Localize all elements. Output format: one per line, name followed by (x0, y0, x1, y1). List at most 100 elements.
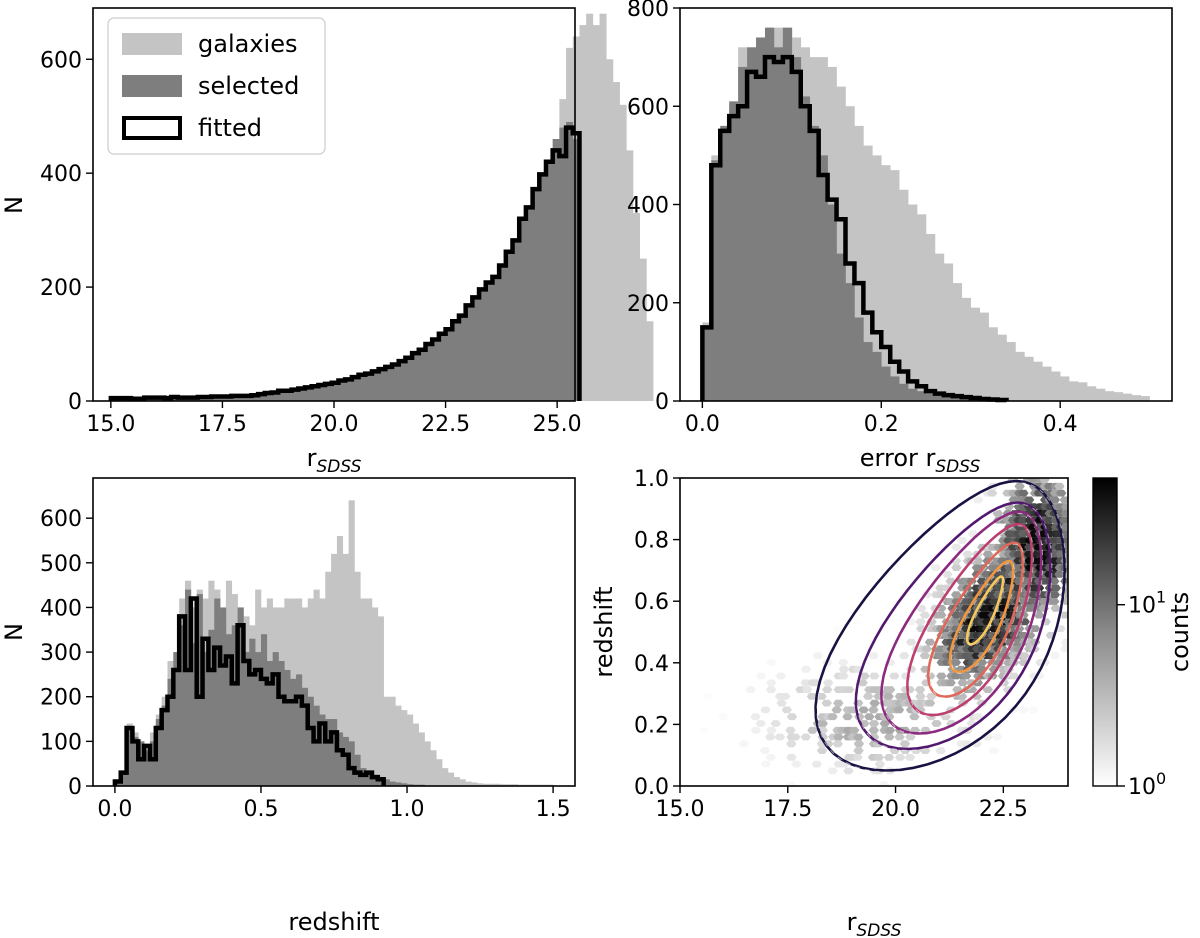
hexbin-cell (770, 720, 781, 727)
bar-galaxies (606, 59, 614, 402)
bar-selected (284, 390, 292, 401)
hexbin-cell (842, 713, 853, 721)
bar-selected (290, 678, 297, 786)
hexbin-cell (1039, 478, 1050, 483)
bar-galaxies (389, 696, 396, 786)
hexbin-cell (905, 733, 916, 741)
y-tick-label: 0.2 (634, 713, 669, 738)
bar-selected (729, 101, 739, 402)
bar-galaxies (1095, 388, 1106, 401)
bar-selected (854, 317, 864, 401)
bar-selected (405, 357, 413, 401)
hexbin-cell (786, 713, 798, 721)
bar-selected (720, 125, 730, 402)
hexbin-cell (756, 672, 767, 680)
bar-galaxies (872, 155, 882, 401)
hexbin-cell (816, 747, 828, 754)
bar-selected (255, 652, 262, 786)
hexbin-cell (936, 672, 947, 680)
hexbin-cell (1061, 638, 1068, 646)
hexbin-cell (807, 726, 818, 734)
bar-selected (202, 652, 209, 786)
bar-selected (331, 382, 339, 401)
bar-galaxies (477, 783, 484, 786)
hexbin-cell (843, 686, 855, 693)
bar-selected (371, 371, 379, 401)
bar-galaxies (899, 189, 909, 401)
bar-galaxies (1140, 396, 1150, 401)
hexbin-cell (919, 652, 931, 660)
bar-selected (809, 125, 819, 402)
bar-selected (371, 774, 379, 786)
bar-selected (881, 366, 891, 401)
colorbar: 100 101 counts (1092, 477, 1194, 800)
contour-level-6 (948, 559, 1015, 674)
hexbin-cell (795, 686, 806, 693)
bar-galaxies (863, 145, 873, 401)
y-tick-label: 200 (40, 686, 82, 711)
hexbin-cell (895, 754, 906, 761)
hexbin-cell (847, 706, 858, 714)
x-tick-label: 1.0 (390, 797, 425, 822)
bar-galaxies (917, 214, 927, 401)
y-tick-label: 0.8 (634, 529, 669, 554)
x-tick-label: 20.0 (871, 797, 920, 822)
hexbin-cell (832, 625, 844, 632)
bar-galaxies (934, 253, 945, 401)
series-fitted-step (700, 54, 1009, 403)
hexbin-cell (760, 760, 772, 768)
bar-selected (452, 321, 460, 401)
bar-selected (872, 351, 882, 401)
x-tick-label: 0.0 (685, 412, 720, 437)
x-tick-label: 15.0 (656, 797, 705, 822)
series-fitted-step (108, 125, 582, 401)
contour-level-4-dashed (908, 525, 1034, 718)
hexbin-cell (823, 679, 834, 687)
contour-level-6-dashed (951, 562, 1016, 675)
hexbin-cell (1049, 652, 1061, 660)
hexbin-cell (843, 767, 854, 775)
y-tick-label: 500 (40, 552, 82, 577)
bar-galaxies (331, 553, 338, 786)
bar-galaxies (961, 297, 972, 401)
y-tick-label: 800 (627, 0, 669, 22)
hexbin-cell (950, 659, 961, 666)
bar-galaxies (430, 750, 437, 786)
hexbin-cell (1060, 645, 1068, 653)
hexbin-cell (951, 591, 962, 599)
bar-galaxies (506, 784, 513, 786)
contour-level-2 (854, 501, 1052, 751)
bar-galaxies (908, 204, 918, 401)
bar-galaxies (1113, 392, 1124, 401)
bar-galaxies (348, 500, 355, 786)
bar-selected (211, 396, 219, 401)
hexbin-cell (1054, 482, 1065, 490)
bar-selected (155, 719, 162, 786)
x-tick-label: 17.5 (763, 797, 812, 822)
hexbin-cell (884, 733, 895, 741)
hexbin-cell (800, 733, 811, 741)
hexbin-cell (853, 733, 864, 741)
hexbin-cell (858, 706, 869, 714)
bar-selected (220, 607, 227, 786)
bar-selected (185, 589, 192, 786)
bar-galaxies (599, 13, 607, 402)
bar-galaxies (500, 784, 507, 786)
bar-galaxies (366, 598, 373, 786)
bar-galaxies (307, 598, 314, 786)
hexbin-cell (1060, 523, 1068, 531)
bar-galaxies (436, 759, 443, 786)
bar-selected (389, 781, 396, 786)
hexbin-cell (800, 665, 812, 673)
hexbin-cell (894, 733, 905, 741)
bar-selected (271, 392, 279, 401)
hexbin-cell (1007, 543, 1019, 551)
hexbin-cell (785, 781, 797, 786)
hexbin-cell (821, 699, 832, 707)
bar-selected (342, 736, 349, 786)
bar-selected (304, 387, 312, 401)
y-tick-label: 400 (40, 596, 82, 621)
bar-galaxies (325, 571, 332, 786)
bar-galaxies (854, 125, 864, 402)
bar-selected (214, 598, 221, 786)
